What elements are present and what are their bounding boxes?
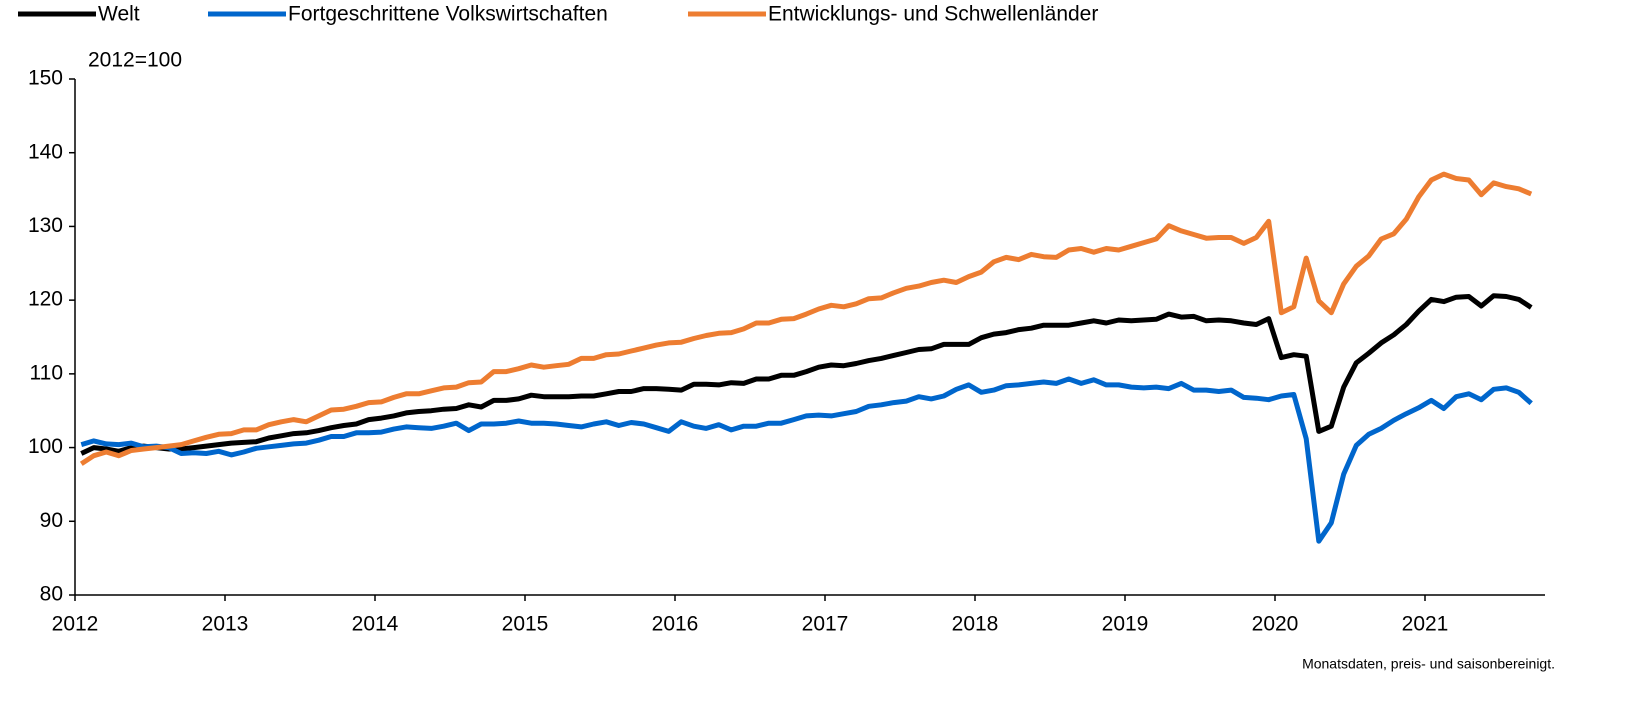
y-tick-label: 130 — [28, 214, 63, 237]
legend-label: Fortgeschrittene Volkswirtschaften — [288, 3, 608, 26]
note: Monatsdaten, preis- und saisonbereinigt. — [1302, 656, 1555, 672]
x-tick-label: 2012 — [52, 613, 99, 636]
x-tick-label: 2019 — [1102, 613, 1149, 636]
y-tick-label: 110 — [30, 361, 63, 384]
x-tick-label: 2021 — [1402, 613, 1449, 636]
series-line — [80, 376, 1533, 544]
series-line — [79, 171, 1533, 466]
y-unit-label: 2012=100 — [88, 49, 182, 72]
x-tick-label: 2013 — [202, 613, 249, 636]
x-tick-label: 2015 — [502, 613, 549, 636]
y-tick-label: 140 — [28, 140, 63, 163]
x-tick-label: 2020 — [1252, 613, 1299, 636]
x-tick-label: 2018 — [952, 613, 999, 636]
y-tick-label: 150 — [28, 67, 63, 90]
series-line — [80, 293, 1533, 456]
y-tick-label: 120 — [28, 288, 63, 311]
legend-label: Entwicklungs- und Schwellenländer — [768, 3, 1098, 26]
x-tick-label: 2017 — [802, 613, 849, 636]
y-tick-label: 100 — [28, 435, 63, 458]
legend-label: Welt — [98, 3, 140, 26]
y-tick-label: 90 — [40, 509, 63, 532]
x-tick-label: 2014 — [352, 613, 399, 636]
x-tick-label: 2016 — [652, 613, 699, 636]
y-tick-label: 80 — [40, 583, 63, 606]
